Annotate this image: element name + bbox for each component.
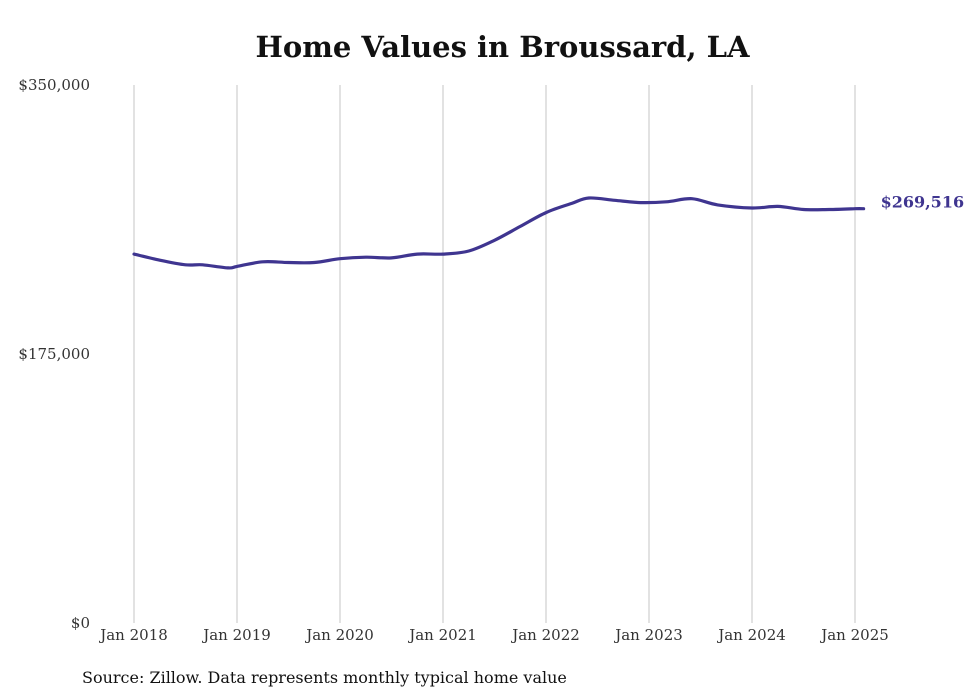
x-tick-label: Jan 2022 xyxy=(510,626,580,644)
x-tick-label: Jan 2019 xyxy=(201,626,271,644)
y-tick-label: $0 xyxy=(71,614,90,632)
x-axis-tick-labels: Jan 2018 Jan 2019 Jan 2020 Jan 2021 Jan 2022… xyxy=(98,626,889,644)
y-tick-label: $350,000 xyxy=(18,76,90,94)
y-tick-label: $175,000 xyxy=(18,345,90,363)
grid-lines xyxy=(133,85,856,623)
x-tick-label: Jan 2018 xyxy=(98,626,168,644)
x-tick-label: Jan 2025 xyxy=(819,626,889,644)
x-tick-label: Jan 2021 xyxy=(407,626,477,644)
x-tick-label: Jan 2023 xyxy=(613,626,683,644)
y-axis-tick-labels: $0 $175,000 $350,000 xyxy=(18,76,90,632)
source-note: Source: Zillow. Data represents monthly … xyxy=(82,668,567,687)
x-tick-label: Jan 2024 xyxy=(716,626,786,644)
latest-value-label: $269,516 xyxy=(881,193,965,212)
x-tick-label: Jan 2020 xyxy=(304,626,374,644)
home-value-line xyxy=(132,196,866,270)
chart-title: Home Values in Broussard, LA xyxy=(255,30,750,64)
